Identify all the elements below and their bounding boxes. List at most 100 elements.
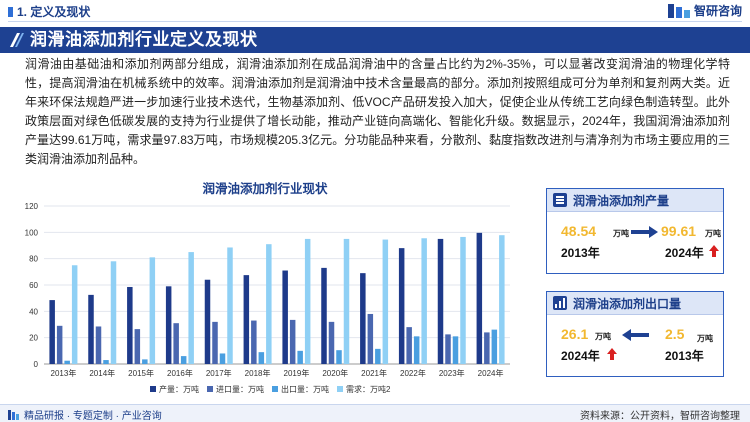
card-header: 润滑油添加剂出口量 (547, 292, 723, 315)
intro-paragraph: 润滑油由基础油和添加剂两部分组成，润滑油添加剂在成品润滑油中的含量占比约为2%-… (25, 57, 730, 166)
up-arrow-icon (607, 348, 617, 360)
bar (88, 294, 94, 364)
bar (328, 321, 335, 364)
y-tick-label: 120 (25, 202, 39, 211)
from-value: 48.54 (561, 223, 597, 239)
bar (49, 300, 55, 364)
y-tick-label: 60 (29, 281, 38, 290)
x-tick-label: 2022年 (400, 368, 426, 378)
bar (149, 257, 156, 364)
footer: 精品研报 · 专题定制 · 产业咨询 资料来源：公开资料，智研咨询整理 (0, 404, 750, 422)
section-text: 1. 定义及现状 (17, 5, 91, 19)
bar (297, 350, 303, 364)
to-year: 2024年 (665, 246, 704, 260)
legend-swatch (150, 386, 156, 392)
legend-swatch (272, 386, 278, 392)
export-chart-icon (553, 296, 567, 310)
title-bar: 润滑油添加剂行业定义及现状 (0, 27, 750, 53)
legend-swatch (207, 386, 213, 392)
production-card: 润滑油添加剂产量 48.54 万吨 2013年 99.61 万吨 2024年 (546, 188, 724, 274)
to-value: 99.61 (661, 223, 697, 239)
legend-label: 进口量：万吨 (216, 384, 264, 394)
brand-small-icon (8, 409, 19, 420)
from-value: 26.1 (561, 326, 589, 342)
from-unit: 万吨 (613, 229, 629, 238)
divider (8, 21, 742, 22)
x-tick-label: 2014年 (89, 368, 115, 378)
y-tick-label: 40 (29, 307, 38, 316)
bar (437, 238, 444, 364)
brand-logo: 智研咨询 (667, 2, 742, 19)
top-bar: 1. 定义及现状 智研咨询 (0, 0, 750, 22)
to-value: 2.5 (665, 326, 685, 342)
to-year: 2013年 (665, 349, 704, 363)
bar (499, 235, 505, 364)
bar (134, 329, 141, 364)
bar (110, 261, 117, 364)
x-tick-label: 2017年 (206, 368, 232, 378)
section-label: 1. 定义及现状 (8, 3, 90, 20)
source-note: 资料来源：公开资料，智研咨询整理 (580, 411, 740, 422)
bar (382, 239, 389, 364)
bar (56, 325, 63, 364)
bar (452, 336, 459, 364)
y-tick-label: 80 (29, 255, 38, 264)
legend-label: 需求：万吨2 (346, 384, 391, 394)
footer-tagline: 精品研报 · 专题定制 · 产业咨询 (24, 411, 162, 422)
bar (251, 320, 257, 364)
bar (343, 238, 350, 364)
bar (321, 267, 327, 364)
bar (336, 350, 342, 364)
bar (103, 360, 109, 364)
export-card: 润滑油添加剂出口量 26.1 万吨 2024年 2.5 万吨 2013年 (546, 291, 724, 377)
bar (227, 247, 233, 364)
x-tick-label: 2024年 (478, 368, 504, 378)
bar (476, 232, 483, 364)
chart: 润滑油添加剂行业现状 0 20 40 60 80 100 120 2013年 2014年 2015… (10, 178, 520, 404)
bar (188, 252, 194, 364)
to-unit: 万吨 (697, 334, 713, 343)
x-tick-label: 2023年 (439, 368, 465, 378)
x-tick-label: 2013年 (51, 368, 77, 378)
bar (266, 244, 272, 364)
card-title: 润滑油添加剂产量 (573, 194, 670, 208)
y-tick-label: 0 (34, 360, 39, 369)
bar (460, 236, 466, 364)
bar (491, 329, 498, 364)
y-tick-label: 20 (29, 334, 38, 343)
bar (165, 286, 172, 364)
bar (142, 359, 148, 364)
legend-label: 产量：万吨 (159, 384, 199, 394)
x-tick-label: 2020年 (322, 368, 348, 378)
section-marker (8, 7, 13, 17)
bar (406, 327, 412, 364)
bar (64, 360, 70, 364)
from-year: 2024年 (561, 349, 600, 363)
title-accent-icon (10, 33, 24, 47)
bar (71, 265, 78, 364)
bar (367, 313, 374, 364)
bar (204, 279, 211, 364)
legend-swatch (337, 386, 343, 392)
footer-left: 精品研报 · 专题定制 · 产业咨询 (8, 407, 162, 422)
legend-label: 出口量：万吨 (281, 384, 329, 394)
bar (212, 321, 218, 364)
database-icon (553, 193, 567, 207)
bar (375, 348, 381, 364)
bar (173, 323, 179, 364)
bar (289, 319, 296, 364)
bar (413, 336, 420, 364)
brand-name: 智研咨询 (693, 4, 742, 18)
bar (282, 270, 288, 364)
bar (258, 352, 265, 364)
bar (421, 238, 427, 364)
bar (180, 356, 187, 364)
bar (398, 248, 405, 364)
brand-logo-icon (667, 3, 690, 18)
bar (304, 238, 311, 364)
card-title: 润滑油添加剂出口量 (573, 297, 682, 311)
y-tick-label: 100 (25, 228, 39, 237)
x-tick-label: 2016年 (167, 368, 193, 378)
card-header: 润滑油添加剂产量 (547, 189, 723, 212)
bar (445, 334, 451, 364)
